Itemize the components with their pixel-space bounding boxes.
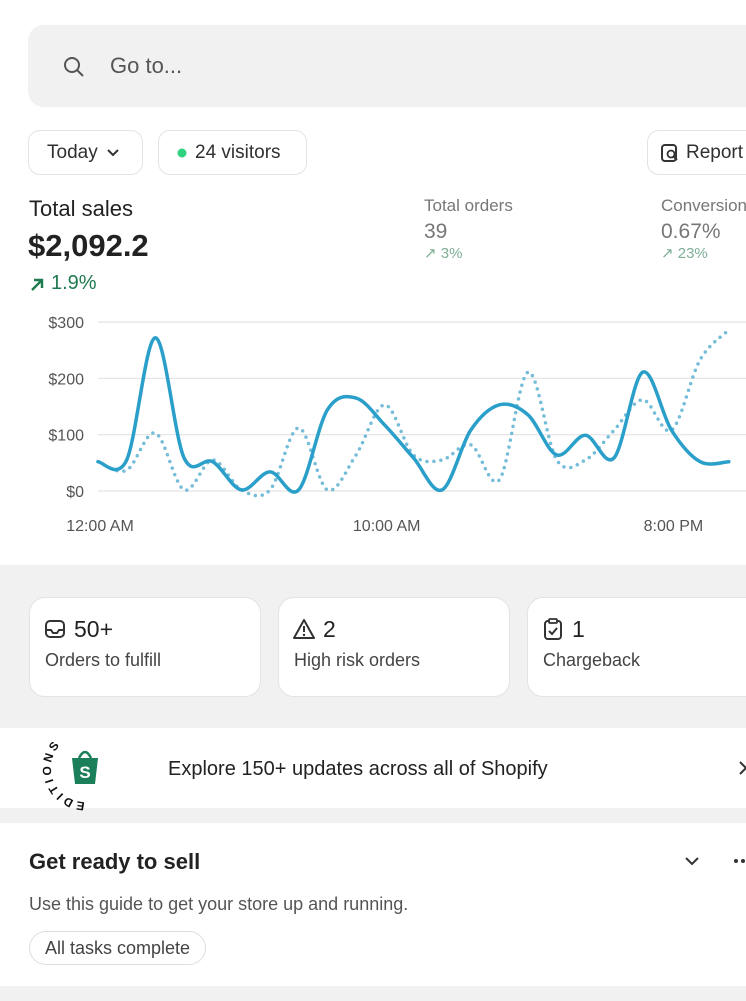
y-tick-label: $300 <box>48 315 84 332</box>
guide-status: All tasks complete <box>29 931 207 965</box>
date-label: Today <box>47 141 98 163</box>
visitors-label: 24 visitors <box>195 141 281 163</box>
chevron <box>106 148 119 156</box>
series-line <box>96 328 731 498</box>
metric-change: ↗ 3% <box>424 245 463 262</box>
arrow-up <box>31 278 44 291</box>
search-bar[interactable]: Go to... <box>28 25 746 107</box>
search-placeholder: Go to... <box>110 53 183 78</box>
report-label: Report <box>686 141 744 163</box>
task-label: High risk orders <box>294 650 421 670</box>
task-label: Chargeback <box>543 650 641 670</box>
series-line <box>96 336 731 494</box>
date-filter[interactable]: Today <box>28 130 143 175</box>
y-tick-label: $0 <box>66 484 84 501</box>
inbox-icon <box>45 620 65 638</box>
report-button[interactable]: Report <box>647 130 746 175</box>
metric-change-text: 3% <box>440 245 463 262</box>
task-card[interactable]: 50+ Orders to fulfill <box>29 597 261 697</box>
task-label: Orders to fulfill <box>45 650 162 670</box>
report-icon <box>661 143 678 162</box>
guide-title: Get ready to sell <box>29 849 201 874</box>
visitors-chip[interactable]: 24 visitors <box>158 130 307 175</box>
metric-value: 39 <box>424 220 448 243</box>
x-tick-label: 10:00 AM <box>353 518 421 535</box>
task-card[interactable]: 1 Chargeback <box>527 597 746 697</box>
banner-text: Explore 150+ updates across all of Shopi… <box>168 758 548 780</box>
task-count: 1 <box>572 616 585 642</box>
task-count: 2 <box>323 616 336 642</box>
metric-change-text: 1.9% <box>51 272 97 294</box>
chevron-right <box>739 761 746 775</box>
warning-icon <box>293 619 315 639</box>
live-dot <box>177 148 187 157</box>
metric-change-text: 23% <box>677 245 708 262</box>
clipboard-icon <box>544 618 562 640</box>
editions-badge: EDITIONS S <box>40 736 98 813</box>
metric-label: Total orders <box>424 196 513 215</box>
metric-value: 0.67% <box>661 220 721 243</box>
editions-banner[interactable]: EDITIONS S Explore 150+ updates across a… <box>0 728 746 813</box>
metric-value: $2,092.2 <box>28 228 149 263</box>
metric-change: ↗ 23% <box>661 245 708 262</box>
sales-chart: $0 $100 $200 $300 12:00 AM 10:00 AM 8:00 PM <box>48 315 746 535</box>
search-icon <box>64 57 84 77</box>
metric: Conversion rate 0.67% ↗ 23% <box>661 196 746 262</box>
x-tick-label: 8:00 PM <box>644 518 704 535</box>
metric-label: Total sales <box>29 196 133 221</box>
y-tick-label: $200 <box>48 371 84 388</box>
task-card[interactable]: 2 High risk orders <box>278 597 510 697</box>
guide-controls[interactable] <box>684 855 746 869</box>
x-tick-label: 12:00 AM <box>66 518 134 535</box>
guide-description: Use this guide to get your store up and … <box>29 894 409 914</box>
task-count: 50+ <box>74 616 114 642</box>
svg-text:S: S <box>79 763 90 782</box>
metric-change: 1.9% <box>29 272 97 295</box>
metric-label: Conversion rate <box>661 196 746 215</box>
setup-guide: Get ready to sell Use this guide to get … <box>0 823 746 986</box>
metric: Total orders 39 ↗ 3% <box>424 196 624 262</box>
y-tick-label: $100 <box>48 428 84 445</box>
